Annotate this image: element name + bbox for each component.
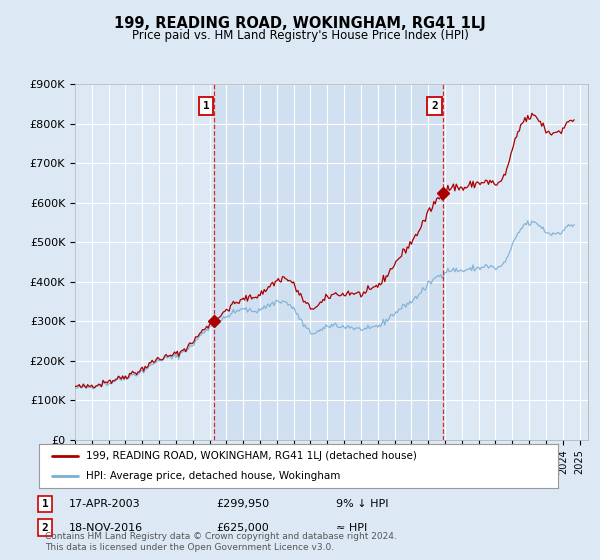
Text: 2: 2 (41, 522, 49, 533)
Text: 17-APR-2003: 17-APR-2003 (69, 499, 140, 509)
Text: £299,950: £299,950 (216, 499, 269, 509)
Text: 9% ↓ HPI: 9% ↓ HPI (336, 499, 389, 509)
Text: Price paid vs. HM Land Registry's House Price Index (HPI): Price paid vs. HM Land Registry's House … (131, 29, 469, 42)
Bar (214, 84, 443, 440)
Text: 1: 1 (203, 101, 209, 111)
Text: 2: 2 (431, 101, 438, 111)
Text: 18-NOV-2016: 18-NOV-2016 (69, 522, 143, 533)
Text: Contains HM Land Registry data © Crown copyright and database right 2024.
This d: Contains HM Land Registry data © Crown c… (45, 532, 397, 552)
Text: 1: 1 (41, 499, 49, 509)
Text: 199, READING ROAD, WOKINGHAM, RG41 1LJ: 199, READING ROAD, WOKINGHAM, RG41 1LJ (114, 16, 486, 31)
Text: HPI: Average price, detached house, Wokingham: HPI: Average price, detached house, Woki… (86, 471, 340, 481)
Text: 199, READING ROAD, WOKINGHAM, RG41 1LJ (detached house): 199, READING ROAD, WOKINGHAM, RG41 1LJ (… (86, 451, 416, 461)
Text: £625,000: £625,000 (216, 522, 269, 533)
Text: ≈ HPI: ≈ HPI (336, 522, 367, 533)
